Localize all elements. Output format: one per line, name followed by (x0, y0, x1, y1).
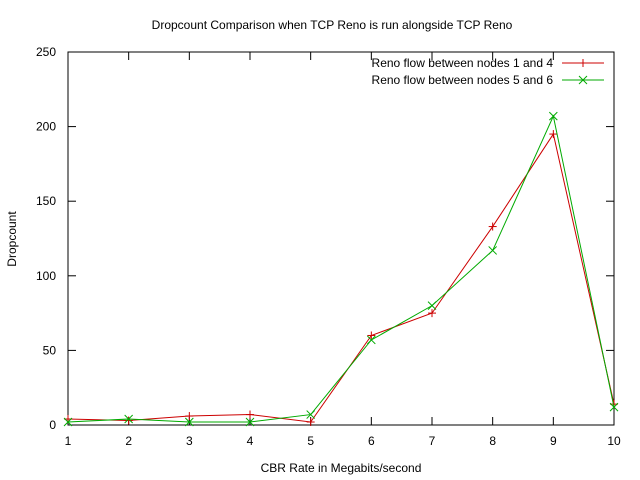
x-tick-label: 10 (607, 434, 621, 448)
series-2-point (488, 246, 498, 255)
series-2-point (124, 414, 134, 424)
legend-swatch-marker-2 (578, 75, 588, 85)
legend-swatch-marker-1 (579, 59, 587, 67)
legend-label-2: Reno flow between nodes 5 and 6 (372, 73, 554, 87)
series-2-point-d2 (548, 111, 558, 121)
x-tick-label: 2 (125, 434, 132, 448)
series-2-point-d2 (609, 402, 619, 412)
series-1-point (185, 412, 194, 421)
series-2-point-d2 (245, 417, 255, 427)
y-tick-label: 250 (36, 45, 56, 59)
y-tick-label: 200 (36, 120, 56, 134)
axes (67, 51, 615, 426)
series-2-point-d2 (63, 417, 73, 427)
x-axis-title: CBR Rate in Megabits/second (261, 461, 422, 475)
legend: Reno flow between nodes 1 and 4 Reno flow… (372, 56, 604, 87)
series-1-line (67, 132, 615, 423)
y-tick-label: 100 (36, 269, 56, 283)
series-2-point-d2 (124, 414, 134, 424)
x-tick-label: 8 (489, 434, 496, 448)
series-1-point (246, 410, 254, 419)
series-2-point (609, 402, 619, 412)
legend-swatch-marker-2-d2 (578, 75, 588, 85)
y-tick-label: 50 (43, 343, 57, 357)
legend-label-1: Reno flow between nodes 1 and 4 (372, 56, 554, 70)
series-2-point-d2 (488, 246, 498, 255)
series-2-point (366, 335, 376, 345)
x-tick-label: 4 (247, 434, 254, 448)
x-tick-label: 3 (186, 434, 193, 448)
plot-frame (67, 51, 615, 426)
series-2-point-d2 (427, 301, 437, 310)
series-layer (63, 111, 619, 427)
ticks: 0 50 100 150 200 250 1 2 3 4 5 6 7 8 9 10 (36, 45, 621, 448)
series-2-point-d2 (184, 417, 194, 427)
x-tick-label: 5 (307, 434, 314, 448)
series-1-point (306, 418, 315, 427)
x-tick-label: 9 (550, 434, 557, 448)
series-2-point (245, 417, 255, 427)
series-2-point (184, 417, 194, 427)
series-2 (63, 111, 619, 427)
series-2-point (306, 410, 316, 419)
series-2-point-d2 (366, 335, 376, 345)
series-1-point (367, 331, 376, 340)
series-2-point (63, 417, 73, 427)
y-tick-label: 150 (36, 194, 56, 208)
chart-title: Dropcount Comparison when TCP Reno is ru… (152, 18, 513, 32)
series-1-point (124, 416, 133, 425)
series-2-point (548, 111, 558, 121)
series-1-point (428, 309, 436, 318)
x-tick-label: 6 (368, 434, 375, 448)
y-tick-label: 0 (49, 418, 56, 432)
x-tick-label: 1 (65, 434, 72, 448)
y-axis-title: Dropcount (5, 211, 19, 267)
series-2-point (427, 301, 437, 310)
series-1-point (488, 222, 497, 231)
series-1-point (549, 130, 558, 139)
x-tick-label: 7 (429, 434, 436, 448)
series-1 (64, 130, 618, 427)
series-2-point-d2 (306, 410, 316, 419)
series-2-line (67, 114, 615, 423)
